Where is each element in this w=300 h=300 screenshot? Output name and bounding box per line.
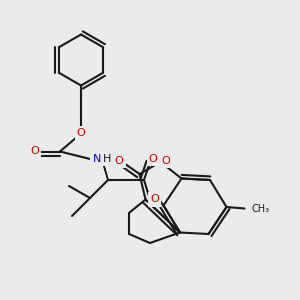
Text: O: O bbox=[148, 154, 158, 164]
Text: O: O bbox=[76, 128, 85, 139]
Text: CH₃: CH₃ bbox=[252, 203, 270, 214]
Text: H: H bbox=[103, 154, 112, 164]
Text: O: O bbox=[161, 155, 170, 166]
Polygon shape bbox=[102, 158, 108, 180]
Text: N: N bbox=[92, 154, 101, 164]
Text: O: O bbox=[150, 194, 159, 205]
Text: O: O bbox=[115, 155, 124, 166]
Text: O: O bbox=[30, 146, 39, 157]
